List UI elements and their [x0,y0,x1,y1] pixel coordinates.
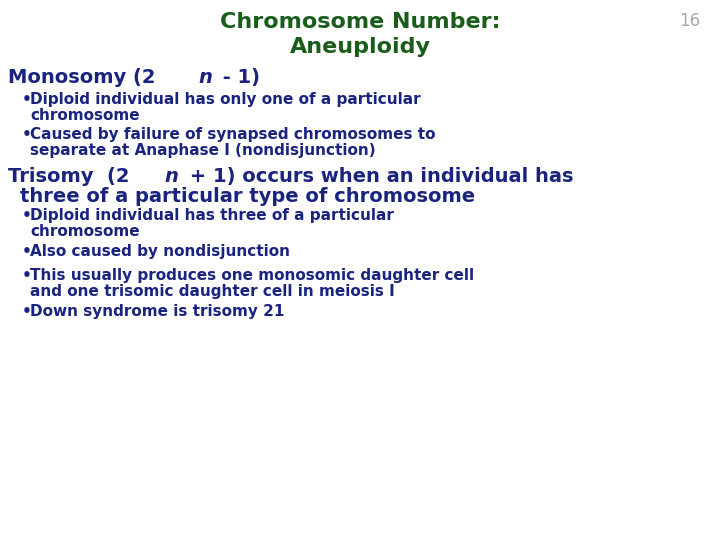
Text: •: • [22,304,32,319]
Text: and one trisomic daughter cell in meiosis I: and one trisomic daughter cell in meiosi… [30,284,395,299]
Text: This usually produces one monosomic daughter cell: This usually produces one monosomic daug… [30,268,474,283]
Text: chromosome: chromosome [30,224,140,239]
Text: - 1): - 1) [216,68,260,87]
Text: Chromosome Number:: Chromosome Number: [220,12,500,32]
Text: Caused by failure of synapsed chromosomes to: Caused by failure of synapsed chromosome… [30,127,436,142]
Text: •: • [22,92,32,107]
Text: Also caused by nondisjunction: Also caused by nondisjunction [30,244,290,259]
Text: separate at Anaphase I (nondisjunction): separate at Anaphase I (nondisjunction) [30,143,376,158]
Text: + 1) occurs when an individual has: + 1) occurs when an individual has [183,167,573,186]
Text: Trisomy  (2: Trisomy (2 [8,167,130,186]
Text: •: • [22,268,32,283]
Text: chromosome: chromosome [30,108,140,123]
Text: •: • [22,244,32,259]
Text: Down syndrome is trisomy 21: Down syndrome is trisomy 21 [30,304,284,319]
Text: Diploid individual has only one of a particular: Diploid individual has only one of a par… [30,92,420,107]
Text: •: • [22,208,32,223]
Text: •: • [22,127,32,142]
Text: 16: 16 [679,12,700,30]
Text: three of a particular type of chromosome: three of a particular type of chromosome [20,187,475,206]
Text: Monosomy (2: Monosomy (2 [8,68,156,87]
Text: n: n [198,68,212,87]
Text: n: n [165,167,179,186]
Text: Aneuploidy: Aneuploidy [289,37,431,57]
Text: Diploid individual has three of a particular: Diploid individual has three of a partic… [30,208,394,223]
